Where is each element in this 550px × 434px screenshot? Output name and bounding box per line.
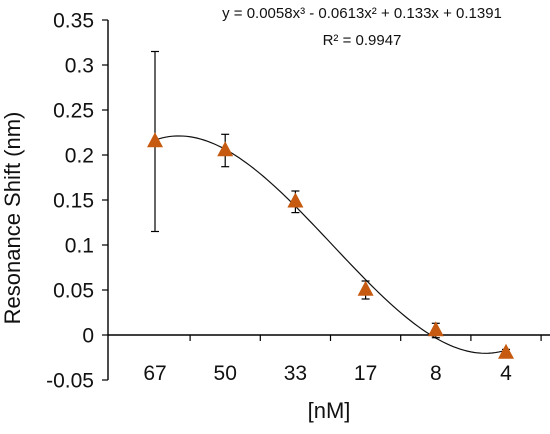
y-tick-label: 0.35: [53, 10, 94, 33]
x-tick-label: 4: [500, 362, 512, 385]
data-point: [498, 343, 514, 359]
trendline-equation: y = 0.0058x³ - 0.0613x² + 0.133x + 0.139…: [222, 5, 502, 22]
data-point: [287, 192, 304, 208]
y-tick-group: 0.35 0.3 0.25 0.2 0.15 0.1 0.05 0 -0.05: [46, 10, 108, 393]
y-tick-label: 0: [82, 325, 94, 348]
x-axis-title: [nM]: [308, 398, 351, 423]
y-tick-label: -0.05: [46, 370, 94, 393]
y-axis-title: Resonance Shift (nm): [0, 112, 25, 325]
x-tick-label: 8: [430, 362, 442, 385]
r-squared-label: R² = 0.9947: [323, 32, 402, 49]
y-tick-label: 0.25: [53, 100, 94, 123]
y-tick-label: 0.2: [65, 145, 94, 168]
x-tick-label: 50: [214, 362, 237, 385]
data-point: [357, 280, 374, 296]
y-tick-label: 0.3: [65, 55, 94, 78]
x-tick-label: 33: [284, 362, 307, 385]
x-tick-label: 67: [143, 362, 166, 385]
data-point: [427, 321, 444, 337]
error-bar-group: [151, 50, 510, 358]
trendline-curve: [154, 135, 507, 354]
data-point: [147, 132, 163, 148]
x-tick-group: 67 50 33 17 8 4: [143, 335, 542, 385]
data-point-group: [147, 132, 514, 359]
y-tick-label: 0.15: [53, 190, 94, 213]
y-tick-label: 0.1: [65, 235, 94, 258]
data-point: [217, 141, 234, 157]
y-tick-label: 0.05: [53, 280, 94, 303]
x-tick-label: 17: [354, 362, 377, 385]
